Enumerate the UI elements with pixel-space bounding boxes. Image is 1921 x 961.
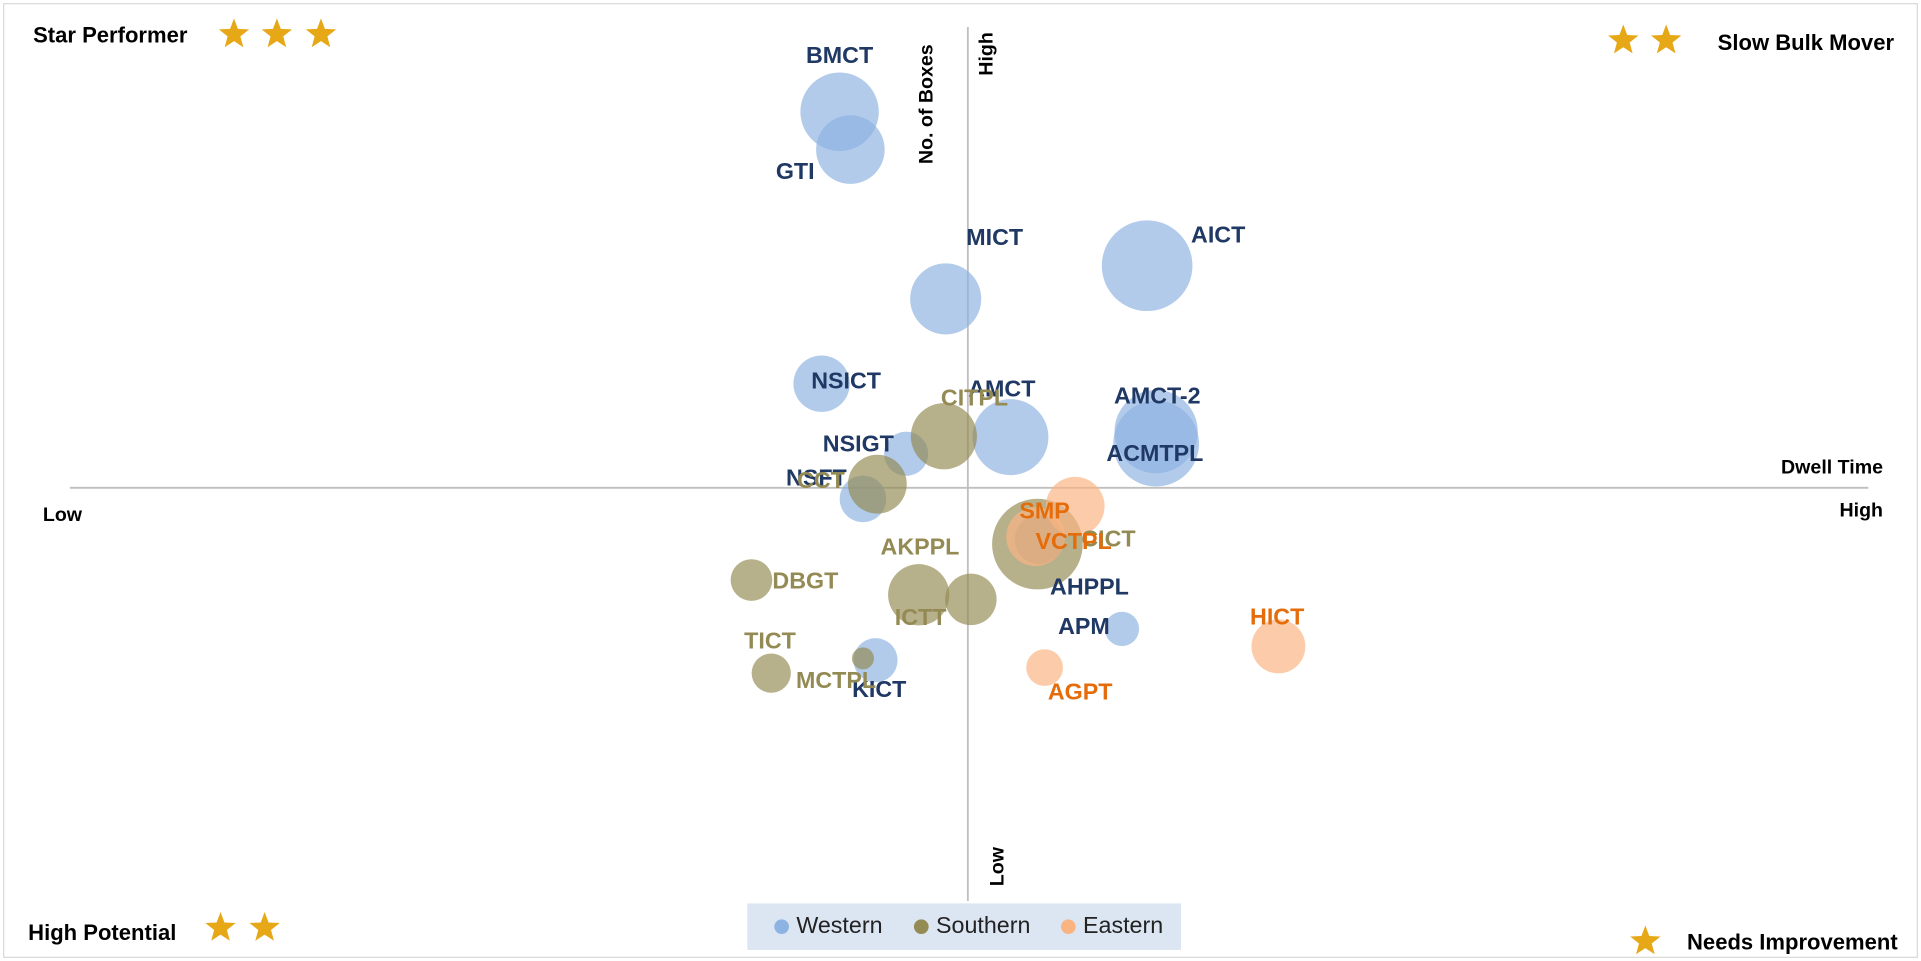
star	[218, 18, 250, 48]
bubble	[816, 115, 885, 184]
bubble	[910, 403, 977, 470]
bubble-label: AMCT-2	[1114, 382, 1201, 408]
bubble-label: SMP	[1019, 498, 1069, 524]
bubble	[1006, 507, 1066, 567]
bubble-label: NSICT	[811, 368, 881, 394]
bubble	[847, 454, 907, 514]
bubble	[910, 263, 982, 335]
bubble-label: VCTPL	[1035, 528, 1111, 554]
bubble-label: GTI	[776, 158, 815, 184]
quadrant-label: High Potential	[28, 920, 176, 945]
bubble	[751, 653, 791, 693]
bubble	[888, 564, 950, 626]
bubble-label: AKPPL	[881, 533, 960, 559]
y-low-label: Low	[987, 846, 1009, 886]
bubble-label: AICT	[1191, 221, 1245, 247]
bubble-label: MICT	[966, 224, 1023, 250]
bubble-label: AHPPL	[1050, 574, 1129, 600]
bubble-label: KICT	[852, 676, 906, 702]
bubbles	[730, 72, 1306, 693]
bubble	[1101, 220, 1193, 312]
x-axis-title: Dwell Time	[1781, 456, 1883, 478]
star	[249, 911, 280, 941]
bubble	[730, 559, 773, 601]
legend-label: Southern	[936, 912, 1030, 938]
y-high-label: High	[976, 32, 998, 76]
bubble-label: NSIGT	[823, 430, 894, 456]
bubble-labels: BMCT GTI MICT AICT NSICT AMCT AMCT-2 ACMTPL NSIG…	[744, 42, 1304, 705]
bubble-label: MCTPL	[796, 667, 876, 693]
legend-label: Eastern	[1083, 912, 1163, 938]
star	[261, 18, 293, 48]
stars	[205, 18, 1682, 955]
star	[1630, 925, 1661, 955]
bubble	[1026, 649, 1063, 686]
bubble	[945, 573, 997, 626]
bubble	[793, 355, 850, 412]
bubble-label: APM	[1058, 613, 1110, 639]
bubble-label: ICTT	[895, 604, 947, 630]
bubble	[1113, 400, 1199, 487]
bubble-label: TICT	[744, 628, 796, 654]
y-axis-title: No. of Boxes	[916, 44, 938, 164]
quadrant-label: Star Performer	[33, 23, 188, 48]
frame	[3, 3, 1918, 958]
bubble	[851, 647, 874, 670]
star	[305, 18, 337, 48]
bubble-label: DBGT	[772, 568, 838, 594]
bubble-label: CITPL	[941, 385, 1008, 411]
legend-label: Western	[796, 912, 882, 938]
bubble-label: CICT	[1081, 526, 1135, 552]
legend-marker	[774, 919, 789, 935]
quadrant-label: Needs Improvement	[1687, 930, 1898, 955]
bubble-label: AGPT	[1048, 678, 1113, 704]
bubble-label: AMCT	[968, 376, 1035, 402]
bubble-label: BMCT	[806, 42, 873, 68]
star	[205, 911, 236, 941]
bubble-label: NSFT	[786, 464, 847, 490]
bubble	[1045, 476, 1105, 536]
quadrant-label: Slow Bulk Mover	[1718, 30, 1895, 55]
star	[1608, 24, 1639, 54]
bubble-label: CCT	[797, 467, 845, 493]
x-low-label: Low	[43, 504, 83, 526]
bubble-label: ACMTPL	[1106, 440, 1203, 466]
bubble	[1104, 611, 1140, 647]
legend-marker	[913, 919, 929, 935]
star	[1650, 24, 1682, 54]
legend-box	[747, 903, 1182, 950]
x-high-label: High	[1840, 499, 1884, 521]
bubble-label: HICT	[1250, 603, 1304, 629]
legend-marker	[1060, 919, 1076, 935]
legend: Western Southern Eastern	[774, 912, 1163, 938]
bubble	[972, 399, 1049, 476]
bubble	[1251, 619, 1306, 674]
